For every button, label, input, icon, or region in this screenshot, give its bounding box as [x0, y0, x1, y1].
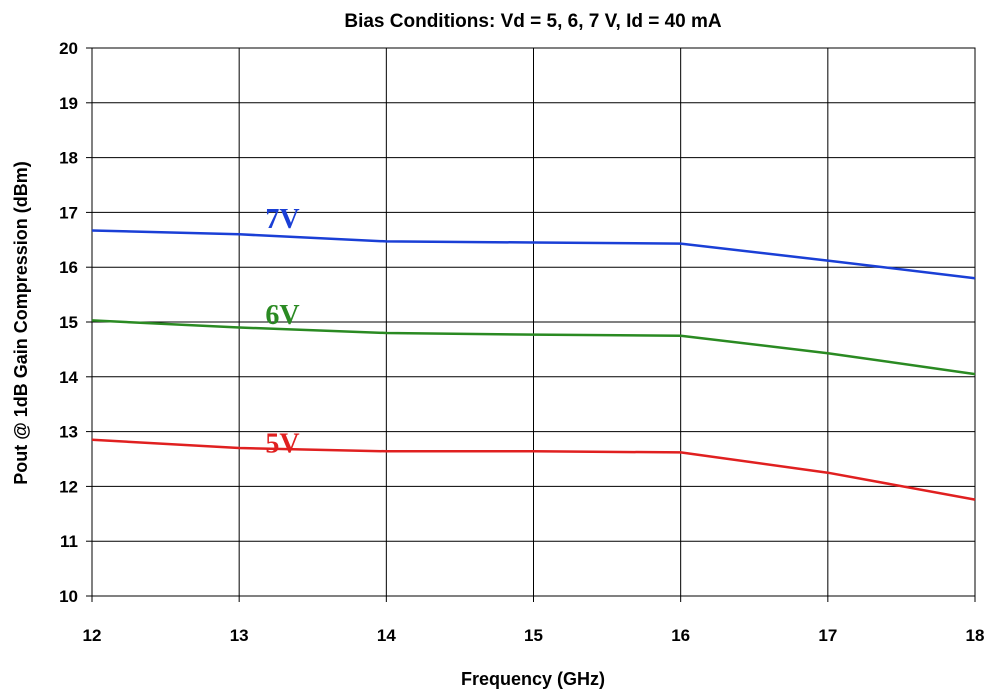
- series-line-5v: [91, 438, 976, 501]
- y-tick-label: 17: [59, 203, 78, 222]
- series-labels: 7V 6V 5V: [265, 204, 299, 460]
- y-tick-label: 14: [59, 368, 78, 387]
- x-axis-label: Frequency (GHz): [461, 669, 605, 689]
- series-label-6v: 6V: [265, 300, 299, 331]
- y-tick-label: 18: [59, 149, 78, 168]
- x-tick-label: 13: [230, 626, 249, 645]
- y-tick-label: 20: [59, 39, 78, 58]
- grid: [91, 47, 976, 597]
- y-tick-label: 16: [59, 258, 78, 277]
- y-axis-label: Pout @ 1dB Gain Compression (dBm): [11, 161, 31, 485]
- series-lines: [91, 229, 976, 501]
- x-tick-label: 17: [818, 626, 837, 645]
- chart-title: Bias Conditions: Vd = 5, 6, 7 V, Id = 40…: [344, 11, 722, 32]
- y-tick-label: 11: [60, 532, 78, 551]
- y-tick-label: 13: [59, 423, 78, 442]
- y-tick-label: 12: [59, 477, 78, 496]
- x-tick-label: 18: [966, 626, 985, 645]
- series-line-7v: [91, 229, 976, 280]
- x-tick-label: 12: [83, 626, 102, 645]
- y-tick-label: 15: [59, 313, 78, 332]
- x-tick-label: 16: [671, 626, 690, 645]
- x-tick-label: 14: [377, 626, 396, 645]
- series-label-7v: 7V: [265, 204, 299, 235]
- series-label-5v: 5V: [265, 429, 299, 460]
- axes: 10 11 12 13 14 15 16 17 18 19 20 12 13 14 15 16 17 18: [59, 39, 984, 645]
- y-tick-label: 10: [59, 587, 78, 606]
- y-tick-label: 19: [59, 94, 78, 113]
- series-line-6v: [91, 319, 976, 376]
- x-tick-label: 15: [524, 626, 543, 645]
